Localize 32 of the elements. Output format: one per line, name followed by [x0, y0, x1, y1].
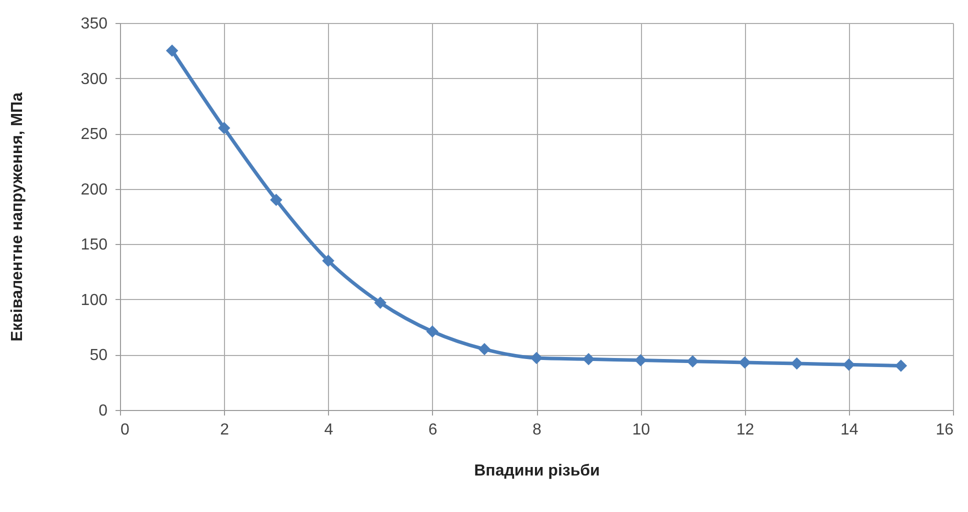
x-tick-label: 14 [840, 422, 858, 438]
point [270, 194, 282, 206]
x-tick-label: 12 [736, 422, 754, 438]
y-tick-label: 250 [80, 126, 108, 144]
y-tick-label: 150 [80, 236, 108, 254]
x-tick-label: 0 [120, 422, 130, 438]
point [842, 358, 855, 371]
point [738, 356, 751, 369]
x-tick-label: 6 [428, 422, 438, 438]
y-tick-label: 100 [80, 292, 108, 309]
point [478, 343, 491, 356]
x-tick-label: 4 [324, 422, 334, 438]
x-tick-label: 2 [220, 422, 230, 438]
point [894, 360, 908, 372]
point [426, 325, 438, 338]
point [322, 254, 334, 267]
y-tick-label: 50 [90, 347, 108, 364]
y-tick-label: 300 [80, 70, 108, 88]
point [218, 122, 230, 134]
x-axis-title: Впадини різьби [474, 462, 600, 480]
point [790, 357, 803, 370]
y-axis-title: Еквівалентне напруження, МПа [8, 92, 26, 342]
y-tick-label: 0 [98, 402, 108, 420]
y-tick-label: 350 [80, 16, 108, 32]
y-tick-label: 200 [80, 181, 108, 198]
point [686, 355, 699, 368]
point [634, 354, 647, 366]
x-tick-label: 16 [936, 422, 954, 438]
x-tick-label: 8 [532, 422, 542, 438]
x-tick-label: 10 [632, 422, 650, 438]
point [166, 44, 178, 57]
point [374, 296, 386, 309]
